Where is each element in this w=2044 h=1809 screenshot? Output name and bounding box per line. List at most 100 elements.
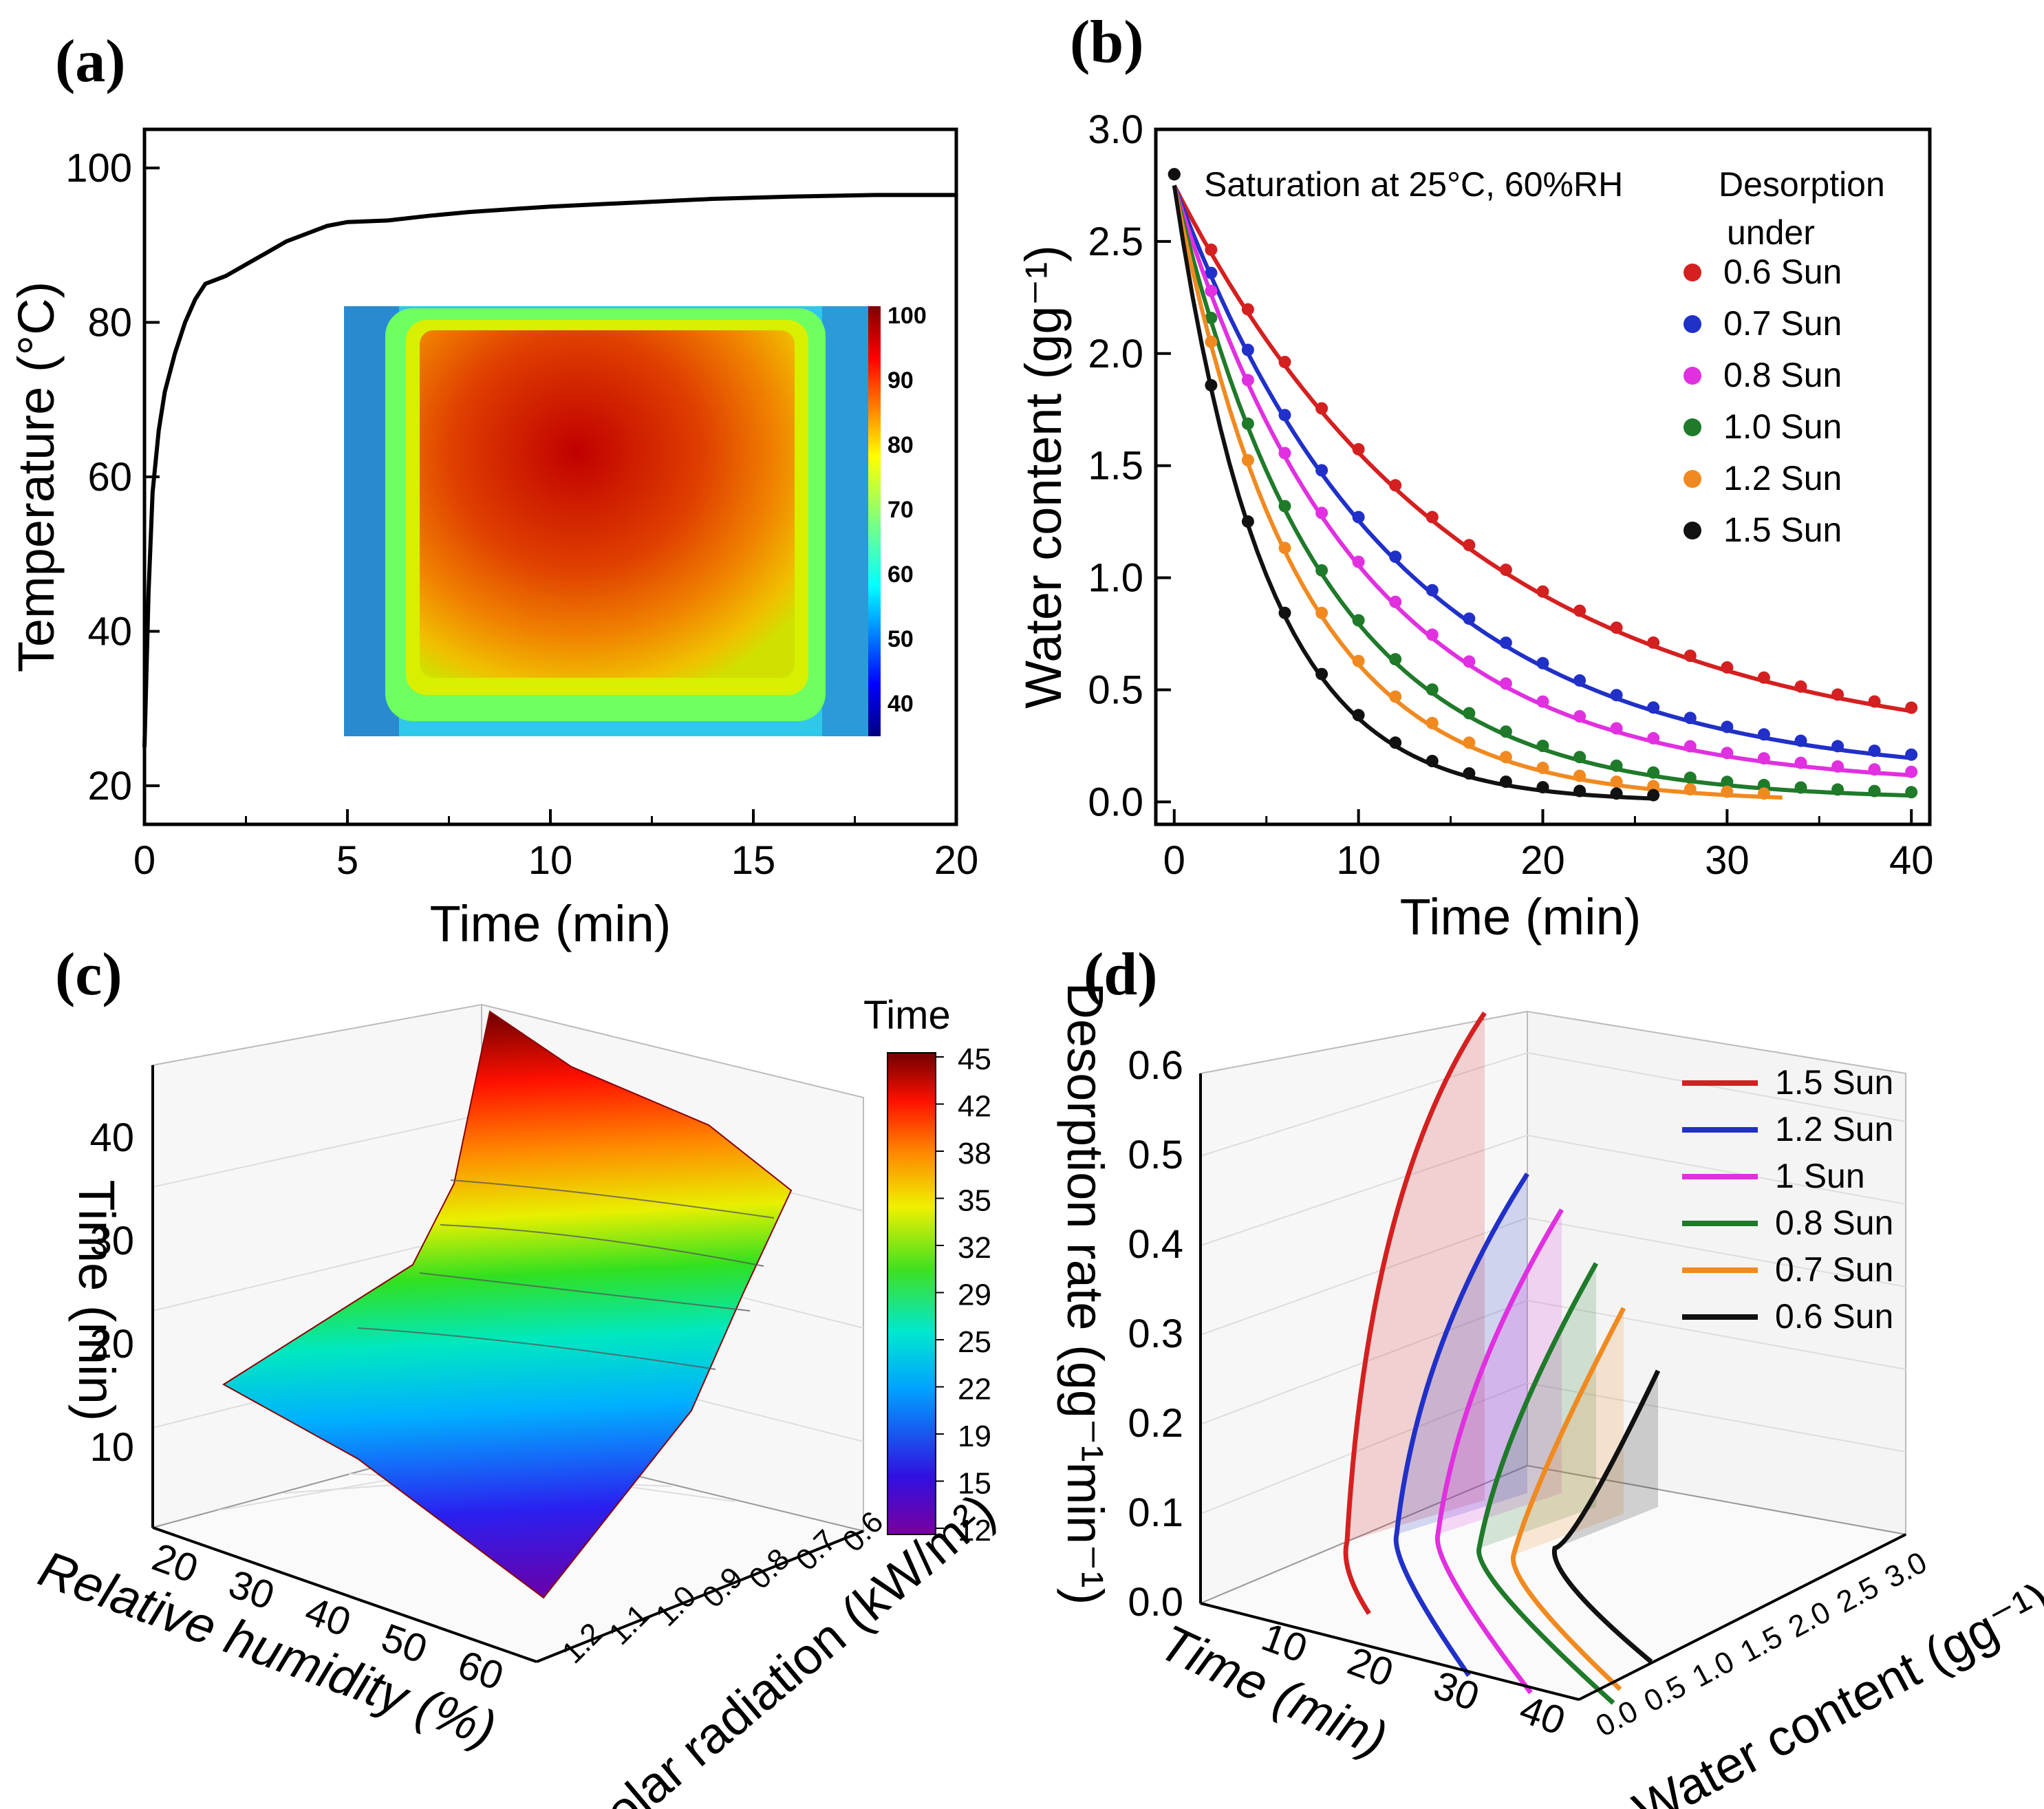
data-point [1573, 710, 1586, 722]
data-point [1463, 612, 1476, 625]
panel-d-y-axis [1578, 1533, 1906, 1701]
panel-c-zlabel: Time (min) [68, 1180, 125, 1422]
data-point [1426, 511, 1439, 524]
c-cbtick-label: 22 [958, 1373, 991, 1406]
legend-marker [1683, 315, 1701, 333]
fit-line-1.2-Sun [1172, 184, 1783, 800]
b-xtick-label: 20 [1520, 838, 1565, 883]
d-ztick-label: 0.1 [1128, 1490, 1183, 1535]
data-point [1831, 688, 1844, 701]
d-ztick-label: 0.4 [1128, 1222, 1183, 1267]
data-point [1868, 695, 1881, 708]
data-point [1757, 752, 1770, 765]
panel-b-xlabel: Time (min) [1400, 888, 1642, 945]
data-point [1389, 595, 1402, 608]
data-point [1499, 677, 1512, 690]
data-point [1868, 763, 1881, 776]
legend-label: 0.6 Sun [1723, 253, 1842, 291]
data-point [1241, 453, 1254, 467]
data-point [1647, 701, 1660, 714]
panel-c-y-axis [536, 1530, 864, 1663]
data-point [1499, 751, 1512, 764]
legend-marker [1683, 367, 1701, 385]
c-cbtick-label: 38 [958, 1137, 991, 1170]
data-point [1278, 500, 1291, 513]
data-point [1278, 356, 1291, 369]
panel-c-colorbar-ticks: 45 42 38 35 32 29 25 22 19 15 12 [936, 1042, 991, 1548]
data-point [1905, 701, 1918, 714]
data-point [1463, 767, 1476, 780]
data-point [1278, 409, 1291, 422]
data-point [1647, 789, 1660, 802]
panel-d-legend: 1.5 Sun 1.2 Sun 1 Sun 0.8 Sun 0.7 Sun 0.6 Sun [1682, 1063, 1893, 1336]
panel-a-ticks: 0 5 10 15 20 20 40 60 80 100 [65, 146, 978, 883]
data-point [1499, 775, 1512, 789]
data-point [1610, 689, 1623, 702]
a-xtick-label: 15 [731, 838, 776, 883]
data-point [1647, 766, 1660, 779]
data-point [1794, 781, 1807, 794]
d-ytick-label: 1.5 [1735, 1620, 1788, 1669]
d-ztick-label: 0.3 [1128, 1312, 1183, 1356]
legend-marker [1683, 418, 1701, 436]
data-point [1905, 748, 1918, 761]
d-ztick-label: 0.5 [1128, 1133, 1183, 1177]
data-point [1315, 402, 1328, 415]
data-point [1389, 736, 1402, 749]
b-ytick-label: 1.0 [1088, 556, 1143, 601]
surface-contours [357, 1179, 775, 1370]
b-ytick-label: 0.5 [1088, 668, 1143, 713]
a-ytick-label: 60 [87, 455, 132, 500]
data-point [1905, 765, 1918, 778]
data-point [1205, 312, 1218, 324]
data-point [1536, 585, 1549, 598]
legend-title-line1: Desorption [1719, 165, 1885, 204]
a-ytick-label: 100 [65, 146, 132, 191]
panel-a-ylabel: Temperature (°C) [8, 281, 65, 672]
panel-label-a: (a) [55, 28, 126, 95]
panel-b-chart: 0 10 20 30 40 0.0 0.5 1.0 1.5 2.0 2.5 3.0 Saturatio… [1015, 107, 1933, 945]
panel-c-colorbar [887, 1052, 936, 1535]
data-point [1831, 740, 1844, 753]
inset-cb-label: 50 [887, 626, 914, 652]
colorbar-title: Time [863, 993, 951, 1038]
data-point [1757, 778, 1770, 791]
data-point [1315, 667, 1328, 681]
data-point [1683, 783, 1697, 796]
panel-b-ylabel: Water content (gg⁻¹) [1015, 245, 1072, 709]
fit-line-1.5-Sun [1172, 185, 1654, 801]
legend-title-line2: under [1727, 213, 1815, 252]
d-ztick-label: 0.2 [1128, 1401, 1183, 1446]
legend-label: 0.7 Sun [1723, 304, 1842, 343]
inset-cb-label: 60 [887, 561, 914, 588]
data-point [1352, 555, 1365, 568]
panel-d-zlabel: Desorption rate (gg⁻¹min⁻¹) [1057, 983, 1114, 1605]
data-point [1573, 604, 1586, 617]
panel-b-series [1168, 168, 1918, 802]
data-point [1463, 655, 1476, 668]
data-point [1241, 303, 1254, 316]
legend-label: 1.5 Sun [1723, 511, 1842, 549]
d-ytick-label: 0.5 [1639, 1669, 1692, 1719]
data-point [1610, 722, 1623, 735]
data-point [1389, 479, 1402, 492]
data-point [1831, 760, 1844, 773]
rate-curve-1-Sun [1434, 1208, 1564, 1695]
c-cbtick-label: 19 [958, 1420, 991, 1453]
data-point [1241, 515, 1254, 528]
c-cbtick-label: 45 [958, 1042, 991, 1076]
data-point [1683, 771, 1697, 784]
data-point [1278, 606, 1291, 619]
panel-a-xlabel: Time (min) [430, 895, 671, 952]
curtain-0.6-Sun [1555, 1371, 1658, 1548]
c-cbtick-label: 42 [958, 1090, 991, 1124]
data-point [1278, 447, 1291, 460]
data-point [1352, 511, 1365, 524]
data-point [1573, 674, 1586, 687]
data-point [1536, 740, 1549, 752]
c-cbtick-label: 12 [958, 1514, 991, 1548]
data-point [1499, 725, 1512, 738]
c-cbtick-label: 35 [958, 1184, 991, 1218]
panel-b-ticks: 0 10 20 30 40 0.0 0.5 1.0 1.5 2.0 2.5 3.0 [1088, 107, 1933, 883]
